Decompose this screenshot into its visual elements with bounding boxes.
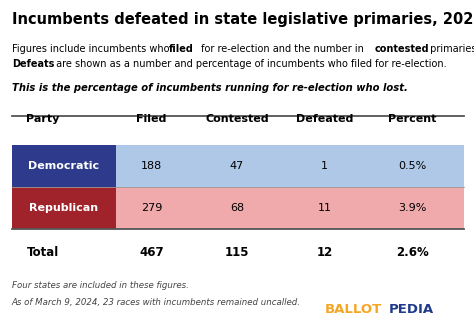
Text: Party: Party — [26, 114, 59, 123]
Text: Filed: Filed — [137, 114, 167, 123]
Text: Democratic: Democratic — [28, 161, 100, 171]
Text: 1: 1 — [321, 161, 328, 171]
Text: 0.5%: 0.5% — [398, 161, 427, 171]
Text: primaries.: primaries. — [427, 44, 474, 54]
Text: 12: 12 — [317, 246, 333, 259]
FancyBboxPatch shape — [12, 187, 464, 229]
Text: contested: contested — [374, 44, 429, 54]
FancyBboxPatch shape — [12, 145, 464, 187]
Text: 11: 11 — [318, 203, 332, 213]
Text: 47: 47 — [230, 161, 244, 171]
Text: Figures include incumbents who: Figures include incumbents who — [12, 44, 173, 54]
Text: 68: 68 — [230, 203, 244, 213]
Text: 188: 188 — [141, 161, 162, 171]
Text: Contested: Contested — [205, 114, 269, 123]
Text: This is the percentage of incumbents running for re-election who lost.: This is the percentage of incumbents run… — [12, 83, 408, 93]
Text: BALLOT: BALLOT — [325, 303, 382, 316]
Text: 3.9%: 3.9% — [398, 203, 427, 213]
Text: Defeats: Defeats — [12, 59, 54, 69]
Text: Four states are included in these figures.: Four states are included in these figure… — [12, 281, 189, 290]
Text: 115: 115 — [225, 246, 249, 259]
Text: Total: Total — [27, 246, 59, 259]
Text: 2.6%: 2.6% — [396, 246, 429, 259]
FancyBboxPatch shape — [12, 145, 116, 187]
Text: are shown as a number and percentage of incumbents who filed for re-election.: are shown as a number and percentage of … — [53, 59, 447, 69]
Text: As of March 9, 2024, 23 races with incumbents remained uncalled.: As of March 9, 2024, 23 races with incum… — [12, 298, 301, 307]
FancyBboxPatch shape — [12, 187, 116, 229]
Text: Defeated: Defeated — [296, 114, 354, 123]
Text: filed: filed — [169, 44, 193, 54]
Text: Incumbents defeated in state legislative primaries, 2024: Incumbents defeated in state legislative… — [12, 12, 474, 27]
Text: PEDIA: PEDIA — [389, 303, 434, 316]
Text: 279: 279 — [141, 203, 163, 213]
Text: Percent: Percent — [388, 114, 437, 123]
Text: for re-election and the number in: for re-election and the number in — [198, 44, 367, 54]
Text: Republican: Republican — [29, 203, 99, 213]
Text: 467: 467 — [139, 246, 164, 259]
